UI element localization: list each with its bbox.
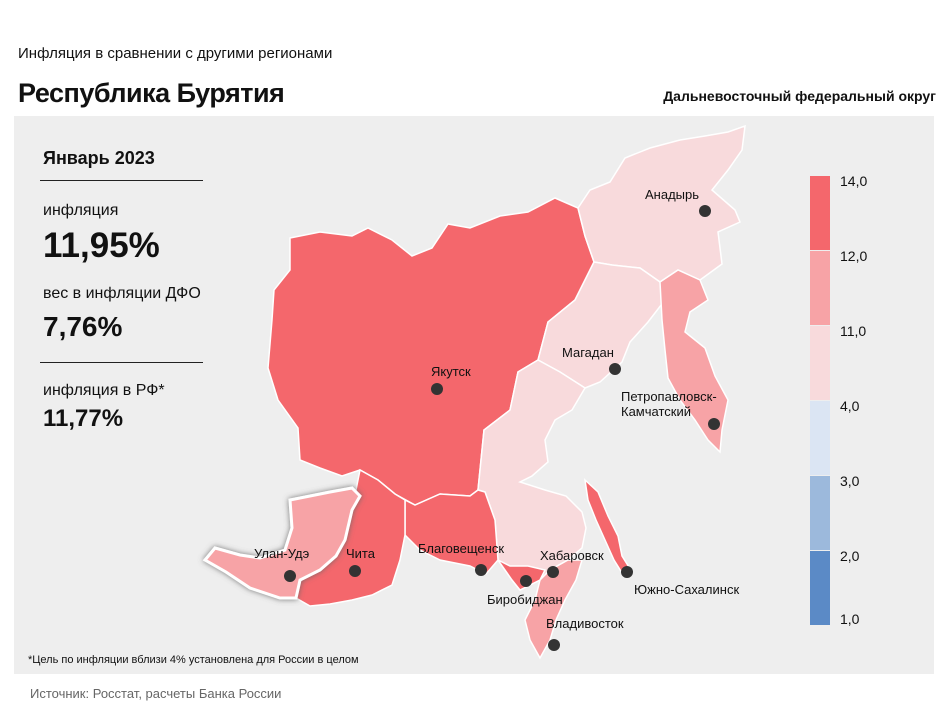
legend-tick-label: 14,0 [840, 173, 867, 189]
region-jewish-ao [497, 559, 547, 591]
city-marker [349, 565, 361, 577]
city-label: Якутск [431, 364, 471, 379]
divider-top [40, 180, 203, 181]
rf-inflation-value: 11,77% [43, 405, 124, 432]
source-note: Источник: Росстат, расчеты Банка России [30, 686, 282, 701]
legend-swatch [810, 476, 830, 550]
city-label: Владивосток [546, 616, 624, 631]
inflation-label: инфляция [43, 202, 119, 219]
legend-swatch [810, 401, 830, 475]
legend-tick-label: 2,0 [840, 548, 860, 564]
city-birobidzhan: Биробиджан [487, 575, 563, 607]
region-buryatia [202, 486, 362, 600]
city-label: Южно-Сахалинск [634, 582, 739, 597]
weight-value: 7,76% [43, 311, 123, 342]
city-marker [431, 383, 443, 395]
color-legend: 14,0 12,0 11,0 4,0 3,0 2,0 1,0 [810, 173, 867, 627]
divider-bottom [40, 362, 203, 363]
city-anadyr: Анадырь [645, 187, 711, 217]
legend-swatch [810, 551, 830, 625]
city-petropavlovsk: Петропавловск- Камчатский [621, 389, 720, 430]
legend-tick-label: 11,0 [840, 323, 866, 339]
city-marker [609, 363, 621, 375]
city-label: Магадан [562, 345, 614, 360]
weight-label: вес в инфляции ДФО [43, 285, 201, 302]
city-vladivostok: Владивосток [546, 616, 624, 651]
region-primorye [524, 559, 584, 660]
rf-inflation-label: инфляция в РФ* [43, 382, 165, 399]
chart-subtitle: Инфляция в сравнении с другими регионами [18, 45, 333, 62]
legend-tick-label: 1,0 [840, 611, 860, 627]
city-label: Улан-Удэ [254, 546, 310, 561]
city-yakutsk: Якутск [431, 364, 471, 395]
city-magadan: Магадан [562, 345, 621, 375]
legend-tick-label: 12,0 [840, 248, 867, 264]
inflation-value: 11,95% [43, 226, 160, 265]
region-chukotka [577, 124, 746, 283]
region-title: Республика Бурятия [18, 78, 285, 108]
region-magadan [537, 261, 666, 389]
legend-swatch [810, 251, 830, 325]
district-title: Дальневосточный федеральный округ [663, 88, 936, 104]
city-marker [284, 570, 296, 582]
city-label: Петропавловск- [621, 389, 717, 404]
city-label: Анадырь [645, 187, 699, 202]
city-label: Биробиджан [487, 592, 563, 607]
city-marker [547, 566, 559, 578]
city-chita: Чита [346, 546, 376, 577]
footnote: *Цель по инфляции вблизи 4% установлена … [28, 654, 359, 666]
city-marker [520, 575, 532, 587]
city-khabarovsk: Хабаровск [540, 548, 604, 578]
city-marker [548, 639, 560, 651]
city-marker [699, 205, 711, 217]
city-marker [621, 566, 633, 578]
legend-tick-label: 3,0 [840, 473, 860, 489]
region-amur [404, 489, 499, 575]
city-label: Чита [346, 546, 376, 561]
legend-tick-label: 4,0 [840, 398, 860, 414]
city-marker [708, 418, 720, 430]
legend-swatch [810, 326, 830, 400]
city-label: Хабаровск [540, 548, 604, 563]
city-marker [475, 564, 487, 576]
legend-swatch [810, 176, 830, 250]
city-ulan-ude: Улан-Удэ [254, 546, 310, 582]
city-label: Камчатский [621, 404, 691, 419]
period-label: Январь 2023 [43, 148, 155, 168]
city-label: Благовещенск [418, 541, 504, 556]
region-kamchatka [659, 269, 729, 454]
city-yuzhno-sakhalinsk: Южно-Сахалинск [621, 566, 739, 597]
city-blagoveshchensk: Благовещенск [418, 541, 504, 576]
